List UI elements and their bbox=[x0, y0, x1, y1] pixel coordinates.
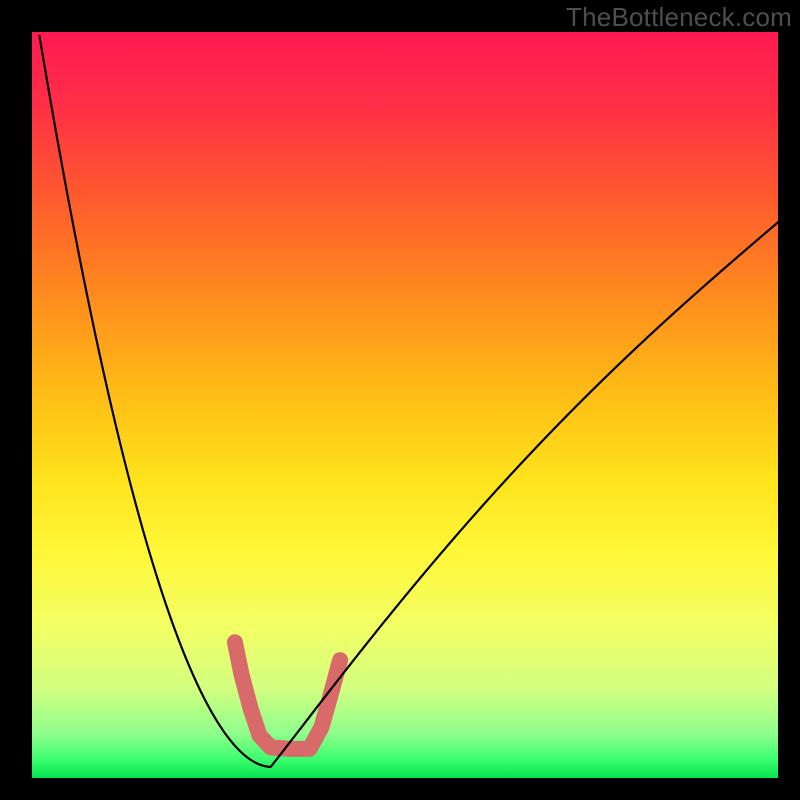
trough-highlight bbox=[235, 642, 340, 749]
plot-area bbox=[32, 32, 778, 778]
chart-container: TheBottleneck.com bbox=[0, 0, 800, 800]
watermark-text: TheBottleneck.com bbox=[566, 2, 792, 33]
curve-layer bbox=[32, 32, 778, 778]
bottleneck-curve bbox=[39, 36, 778, 767]
